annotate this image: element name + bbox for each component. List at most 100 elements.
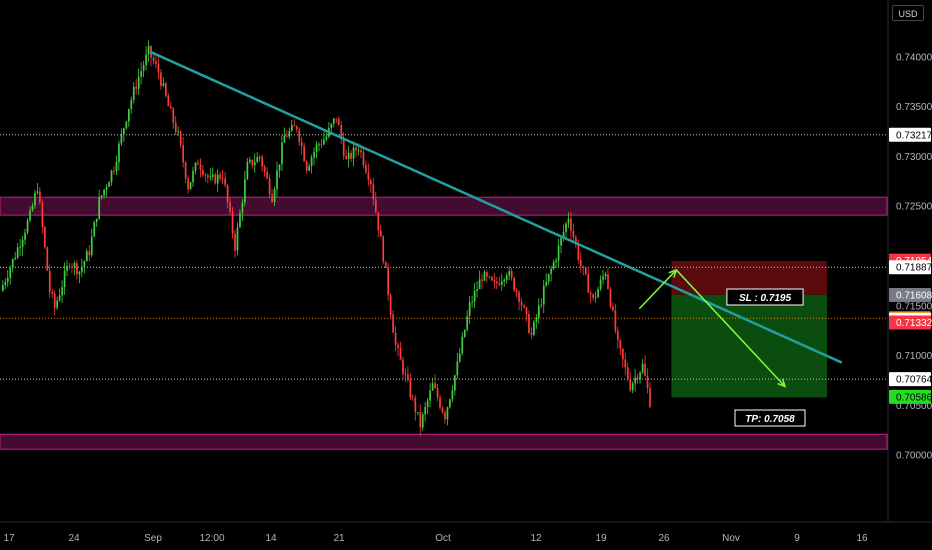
currency-selector-button[interactable]: USD — [892, 5, 924, 21]
candle-body — [281, 142, 283, 165]
x-tick-label-10: Nov — [722, 533, 740, 544]
candle-body — [197, 162, 199, 165]
candle-body — [165, 83, 167, 96]
candle-body — [463, 329, 466, 337]
candle-body — [387, 267, 390, 296]
candle-body — [377, 212, 380, 231]
candle-body — [515, 290, 518, 293]
candle-body — [350, 152, 352, 159]
candle-body — [441, 407, 444, 413]
projection-arrow-0 — [638, 269, 677, 310]
candle-body — [557, 245, 560, 261]
candle-body — [473, 290, 476, 302]
candle-body — [337, 119, 340, 126]
candle-body — [498, 283, 501, 285]
candle-body — [330, 123, 333, 129]
candle-body — [631, 383, 634, 391]
candle-body — [313, 151, 315, 158]
candle-body — [145, 54, 147, 66]
candle-body — [90, 236, 93, 256]
candle-body — [167, 95, 170, 107]
x-tick-label-9: 26 — [658, 533, 670, 544]
candle-body — [555, 260, 557, 263]
candle-body — [273, 189, 276, 203]
candle-body — [147, 45, 150, 55]
candle-body — [219, 174, 222, 179]
candle-body — [587, 274, 590, 293]
candle-body — [458, 353, 461, 362]
candle-body — [357, 150, 360, 152]
price-tag-bg-8 — [889, 389, 931, 404]
candle-body — [542, 285, 545, 305]
candle-body — [11, 259, 14, 269]
price-tag-bg-7 — [889, 372, 931, 387]
candle-body — [293, 125, 296, 127]
x-tick-label-11: 9 — [794, 533, 800, 544]
candle-body — [454, 375, 456, 391]
candle-body — [332, 118, 335, 124]
candle-body — [295, 126, 298, 130]
candle-body — [486, 272, 488, 277]
candle-body — [429, 390, 432, 401]
projection-arrow-1 — [675, 269, 786, 387]
candle-body — [71, 266, 73, 268]
candle-body — [520, 301, 523, 306]
candle-body — [115, 162, 118, 172]
candle-body — [597, 289, 599, 298]
candle-body — [246, 162, 249, 180]
candle-body — [466, 316, 469, 330]
candle-body — [9, 268, 12, 278]
candle-body — [73, 263, 76, 267]
candle-body — [34, 192, 36, 206]
candle-body — [461, 336, 464, 354]
candle-body — [286, 135, 288, 137]
price-tag-0: 0.73217 — [889, 127, 932, 142]
arrow-head-1 — [777, 378, 787, 388]
candle-body — [216, 174, 219, 184]
candle-body — [4, 281, 7, 285]
candle-body — [110, 170, 113, 183]
candle-body — [179, 131, 182, 145]
candle-body — [468, 302, 471, 317]
candle-body — [320, 144, 323, 146]
candle-body — [155, 61, 157, 64]
y-tick-label-0: 0.74000 — [896, 52, 932, 63]
sl-label-text: SL : 0.7195 — [739, 293, 792, 304]
x-tick-label-6: Oct — [435, 533, 451, 544]
candle-body — [404, 373, 407, 375]
candle-body — [76, 263, 78, 275]
candle-body — [130, 99, 133, 109]
candle-body — [624, 359, 627, 368]
x-tick-label-2: Sep — [144, 533, 162, 544]
candle-body — [510, 271, 513, 278]
candle-body — [367, 172, 370, 181]
candle-body — [500, 281, 503, 285]
candle-body — [365, 165, 367, 173]
candle-body — [266, 171, 268, 179]
candle-body — [202, 169, 204, 175]
candle-body — [14, 257, 17, 260]
price-tag-6: 0.71332 — [889, 315, 932, 330]
candle-body — [614, 310, 617, 331]
candle-body — [234, 233, 236, 251]
candle-body — [118, 143, 120, 163]
tp-label-box — [734, 409, 806, 427]
candle-body — [172, 108, 175, 123]
candles — [2, 40, 651, 437]
candle-body — [426, 400, 429, 407]
candle-body — [142, 65, 145, 71]
candle-body — [85, 251, 88, 262]
candle-body — [152, 57, 155, 62]
candle-body — [565, 223, 567, 233]
candle-body — [303, 146, 306, 162]
candle-body — [231, 211, 234, 234]
candle-body — [641, 363, 644, 373]
price-tag-label-8: 0.70586 — [896, 392, 932, 403]
candle-body — [537, 305, 540, 318]
candle-body — [518, 292, 520, 302]
candle-body — [209, 176, 212, 178]
y-tick-label-3: 0.72500 — [896, 202, 932, 213]
candle-body — [192, 170, 194, 183]
candle-body — [157, 63, 160, 73]
